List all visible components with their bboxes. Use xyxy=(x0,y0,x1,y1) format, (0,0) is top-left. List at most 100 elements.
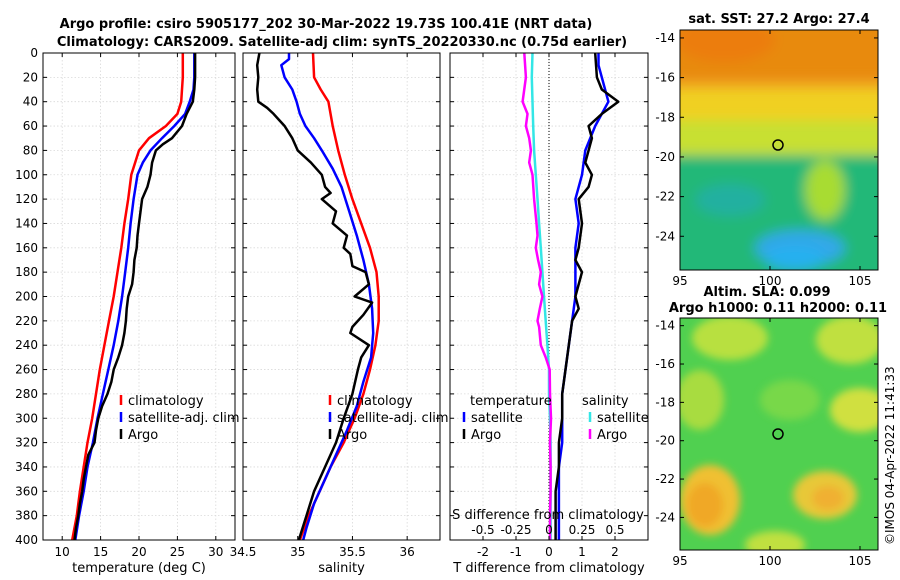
y-tick-label: 180 xyxy=(15,265,38,279)
x-tick-label: 36 xyxy=(400,545,415,559)
legend-label: satellite xyxy=(471,411,523,426)
map-y-tick-label: -16 xyxy=(655,71,675,85)
x-tick-label: 25 xyxy=(170,545,185,559)
y-tick-label: 400 xyxy=(15,533,38,547)
secondary-tick-label: -0.25 xyxy=(500,523,531,537)
sst-map xyxy=(680,30,878,270)
map-y-tick-label: -20 xyxy=(655,434,675,448)
series-line-satellite-adj-clim xyxy=(280,53,375,541)
legend-label: climatology xyxy=(128,394,204,409)
y-tick-label: 320 xyxy=(15,436,38,450)
x-tick-label: 15 xyxy=(93,545,108,559)
x-axis-label: temperature (deg C) xyxy=(72,561,206,576)
y-tick-label: 160 xyxy=(15,241,38,255)
x-axis-label: T difference from climatology xyxy=(452,561,645,576)
sla-yellow-w xyxy=(680,370,724,430)
y-tick-label: 60 xyxy=(23,119,38,133)
map-y-tick-label: -16 xyxy=(655,357,675,371)
map-y-tick-label: -22 xyxy=(655,472,675,486)
x-tick-label: 1 xyxy=(578,545,586,559)
legend-label: Argo xyxy=(128,428,158,443)
x-tick-label: 35.5 xyxy=(339,545,366,559)
legend-label: satellite xyxy=(597,411,649,426)
map-y-tick-label: -14 xyxy=(655,31,675,45)
sla-orange-sw-core xyxy=(687,483,723,527)
series-line-climatology xyxy=(70,53,185,541)
sst-green-tongue xyxy=(805,160,845,220)
difference-panel: -2 -1 0 1 2 T difference from climatology temp… xyxy=(449,52,649,576)
y-tick-label: 280 xyxy=(15,387,38,401)
sla-map-frame xyxy=(679,317,879,551)
y-tick-label: 380 xyxy=(15,509,38,523)
y-tick-label: 120 xyxy=(15,192,38,206)
legend-label: satellite-adj. clim xyxy=(128,411,240,426)
y-tick-label: 140 xyxy=(15,216,38,230)
x-tick-label: -1 xyxy=(510,545,522,559)
series-line-argo xyxy=(255,52,374,541)
legend-label: Argo xyxy=(337,428,367,443)
x-tick-label: 0 xyxy=(545,545,553,559)
sla-yellow-s xyxy=(745,531,805,550)
map-y-tick-label: -22 xyxy=(655,190,675,204)
legend-label: climatology xyxy=(337,394,413,409)
x-tick-label: 34.5 xyxy=(230,545,257,559)
sla-yellow-ne xyxy=(816,318,878,364)
x-axis-label: salinity xyxy=(318,561,365,576)
figure-title-line2: Climatology: CARS2009. Satellite-adj cli… xyxy=(57,35,627,50)
y-tick-label: 240 xyxy=(15,338,38,352)
sla-map-axes: 95 100 105 -14 -16 -18 -20 -22 -24 xyxy=(655,318,878,568)
secondary-tick-label: 0.25 xyxy=(569,523,596,537)
x-tick-label: 20 xyxy=(131,545,146,559)
map-y-tick-label: -18 xyxy=(655,110,675,124)
sla-argo-marker xyxy=(772,428,784,440)
y-tick-label: 220 xyxy=(15,314,38,328)
sst-map-title: sat. SST: 27.2 Argo: 27.4 xyxy=(688,12,869,27)
x-tick-label: -2 xyxy=(477,545,489,559)
x-tick-label: 2 xyxy=(611,545,619,559)
sla-map-title-line1: Altim. SLA: 0.099 xyxy=(704,285,831,300)
series-line-satellite-adj-clim xyxy=(74,53,196,541)
map-x-tick-label: 95 xyxy=(672,274,687,288)
map-x-tick-label: 95 xyxy=(672,554,687,568)
map-x-tick-label: 100 xyxy=(759,554,782,568)
legend-title-salinity: salinity xyxy=(582,394,629,409)
sla-light-center xyxy=(760,380,820,420)
series-line-temperature-argo xyxy=(554,52,620,540)
sla-yellow-e xyxy=(830,388,878,432)
figure-title-line1: Argo profile: csiro 5905177_202 30-Mar-2… xyxy=(60,17,593,32)
y-tick-label: 0 xyxy=(30,46,38,60)
secondary-axis-label: S difference from climatology xyxy=(452,508,644,523)
sst-teal-patch xyxy=(695,184,765,216)
y-tick-label: 360 xyxy=(15,484,38,498)
secondary-tick-label: 0 xyxy=(545,523,553,537)
series-line-argo xyxy=(73,53,197,541)
legend-label: satellite-adj. clim xyxy=(337,411,449,426)
sst-map-frame xyxy=(679,29,879,271)
x-tick-label: 30 xyxy=(208,545,223,559)
sst-orange-patch xyxy=(680,30,775,62)
x-tick-label: 35 xyxy=(290,545,305,559)
y-tick-label: 300 xyxy=(15,411,38,425)
y-tick-label: 100 xyxy=(15,168,38,182)
map-y-tick-label: -20 xyxy=(655,150,675,164)
y-tick-label: 260 xyxy=(15,363,38,377)
legend-label: Argo xyxy=(471,428,501,443)
salinity-panel: 34.5 35 35.5 36 salinity climatology satellite… xyxy=(230,52,449,576)
sst-cyan-core xyxy=(765,246,825,270)
y-tick-label: 200 xyxy=(15,290,38,304)
map-x-tick-label: 105 xyxy=(849,274,872,288)
sla-map xyxy=(680,318,878,550)
map-x-tick-label: 100 xyxy=(759,274,782,288)
sla-map-title-line2: Argo h1000: 0.11 h2000: 0.11 xyxy=(669,301,887,316)
series-line-salinity-argo xyxy=(521,52,553,540)
watermark-text: ©IMOS 04-Apr-2022 11:41:33 xyxy=(883,366,897,545)
y-tick-label: 20 xyxy=(23,70,38,84)
y-tick-label: 340 xyxy=(15,460,38,474)
legend-title-temperature: temperature xyxy=(470,394,552,409)
secondary-tick-label: 0.5 xyxy=(605,523,624,537)
map-x-tick-label: 105 xyxy=(849,554,872,568)
secondary-tick-label: -0.5 xyxy=(471,523,494,537)
x-tick-label: 10 xyxy=(55,545,70,559)
map-y-tick-label: -18 xyxy=(655,395,675,409)
